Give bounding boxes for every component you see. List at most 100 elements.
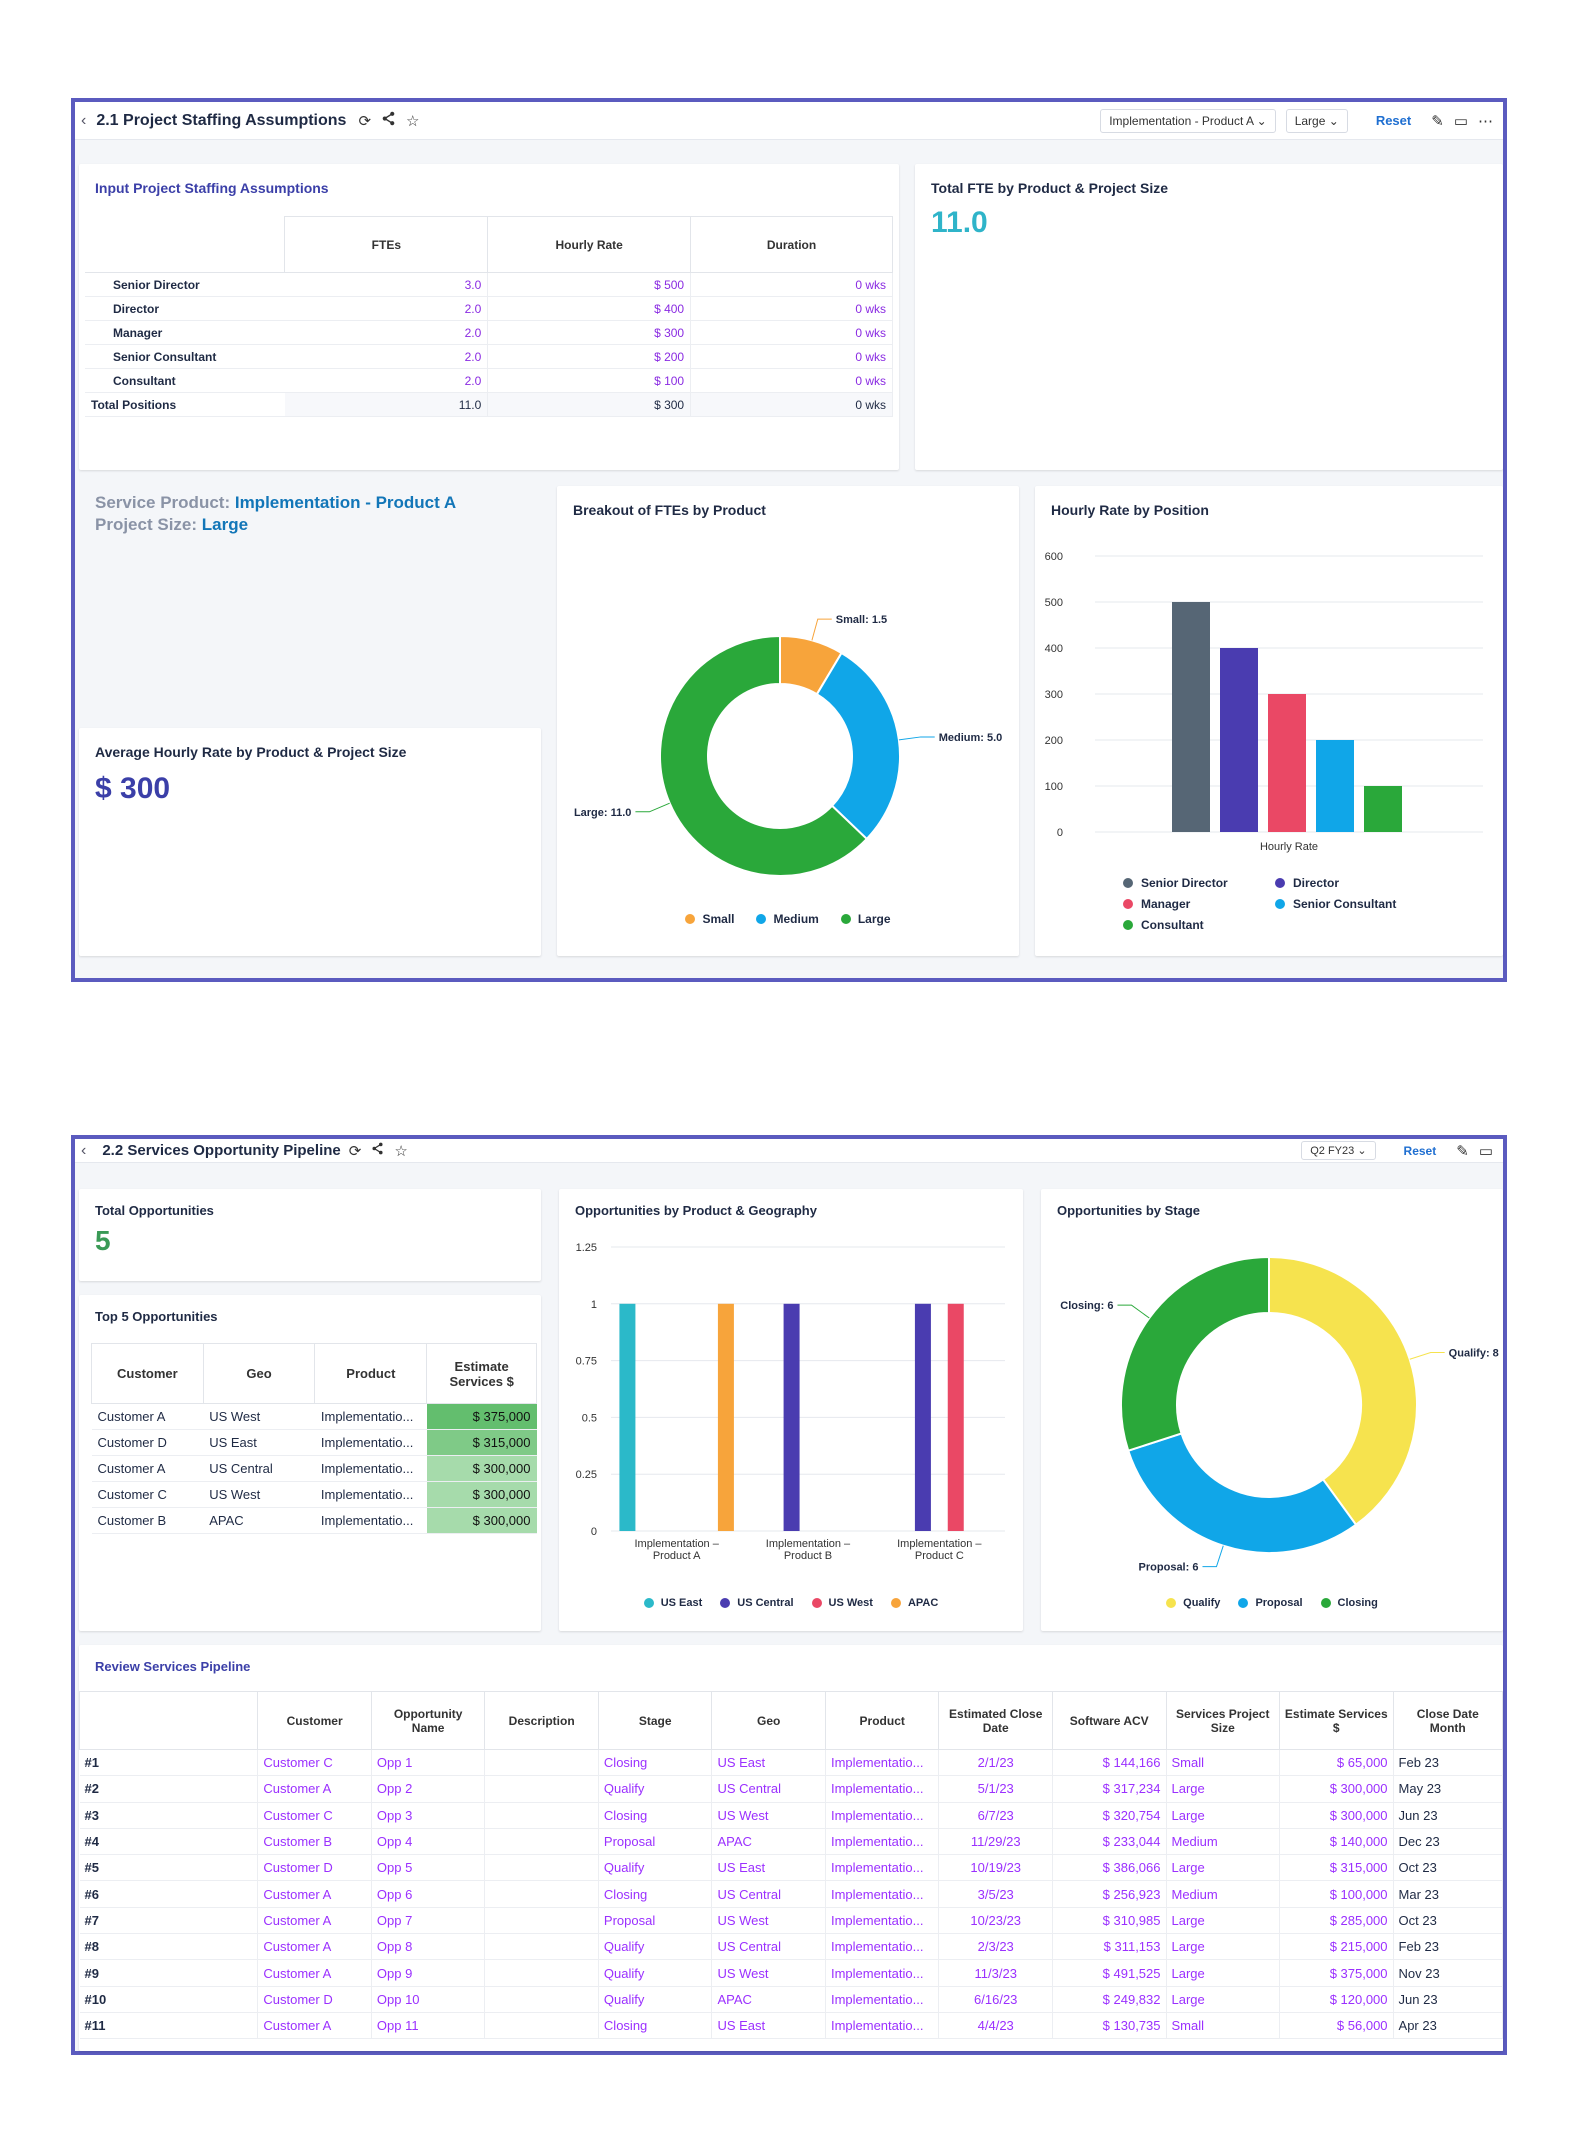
legend-item[interactable]: Closing bbox=[1320, 1597, 1378, 1609]
table-row[interactable]: #2 Customer A Opp 2 Qualify US Central Implem… bbox=[79, 1775, 1504, 1803]
product-filter-select[interactable]: Implementation - Product A ⌄ bbox=[1100, 108, 1276, 133]
bar-manager[interactable] bbox=[1268, 694, 1306, 832]
rate-cell[interactable]: $ 200 bbox=[487, 344, 692, 369]
bar-consultant[interactable] bbox=[1364, 786, 1402, 832]
table-row[interactable]: Customer B APAC Implementatio... $ 300,000 bbox=[91, 1507, 537, 1534]
table-row[interactable]: #4 Customer B Opp 4 Proposal APAC Implementat… bbox=[79, 1828, 1504, 1856]
refresh-icon[interactable]: ⟳ bbox=[358, 112, 372, 130]
pipeline-card: Review Services Pipeline Customer Opportu… bbox=[78, 1645, 1504, 2051]
legend-item[interactable]: US Central bbox=[720, 1597, 794, 1609]
project-size-cell: Medium bbox=[1166, 1880, 1281, 1908]
customer-cell: Customer A bbox=[257, 1907, 372, 1935]
duration-cell[interactable]: 0 wks bbox=[690, 272, 893, 297]
bar-us-east[interactable] bbox=[619, 1303, 636, 1531]
table-row[interactable]: Customer D US East Implementatio... $ 315,0… bbox=[91, 1429, 537, 1456]
donut-slice-proposal[interactable] bbox=[1126, 1432, 1358, 1554]
bar-us-central[interactable] bbox=[914, 1303, 931, 1531]
legend-item[interactable]: US East bbox=[643, 1597, 702, 1609]
table-row[interactable]: #5 Customer D Opp 5 Qualify US East Implement… bbox=[79, 1854, 1504, 1882]
legend-item[interactable]: Senior Consultant bbox=[1275, 897, 1445, 911]
legend-item[interactable]: Small bbox=[685, 912, 734, 926]
ftes-cell[interactable]: 2.0 bbox=[284, 296, 489, 321]
bar-senior-director[interactable] bbox=[1172, 602, 1210, 832]
legend-item[interactable]: Proposal bbox=[1238, 1597, 1303, 1609]
geo-bar-card: Opportunities by Product & Geography 0 0.… bbox=[559, 1189, 1023, 1631]
reset-button[interactable]: Reset bbox=[1403, 1143, 1437, 1158]
legend-item[interactable]: Consultant bbox=[1123, 918, 1275, 932]
rate-cell[interactable]: $ 100 bbox=[487, 368, 692, 393]
table-row[interactable]: Customer A US West Implementatio... $ 375,0… bbox=[91, 1403, 537, 1430]
legend-item[interactable]: Medium bbox=[756, 912, 819, 926]
legend-item[interactable]: Large bbox=[840, 912, 891, 926]
donut-slice-medium[interactable] bbox=[815, 651, 901, 841]
legend-item[interactable]: Qualify bbox=[1166, 1597, 1220, 1609]
comment-icon[interactable]: ▭ bbox=[1478, 1142, 1493, 1160]
table-row[interactable]: #6 Customer A Opp 6 Closing US Central Implem… bbox=[79, 1880, 1504, 1908]
legend-item[interactable]: Senior Director bbox=[1123, 876, 1275, 890]
legend-item[interactable]: Manager bbox=[1123, 897, 1275, 911]
geo-cell: US East bbox=[711, 2012, 826, 2040]
table-row[interactable]: #8 Customer A Opp 8 Qualify US Central Implem… bbox=[79, 1933, 1504, 1961]
legend-item[interactable]: US West bbox=[811, 1597, 873, 1609]
description-cell bbox=[484, 1775, 599, 1803]
quarter-filter-select[interactable]: Q2 FY23 ⌄ bbox=[1301, 1141, 1376, 1160]
share-icon[interactable] bbox=[371, 1142, 384, 1159]
legend-item[interactable]: APAC bbox=[890, 1597, 938, 1609]
pipeline-header: Close Date Month bbox=[1392, 1691, 1504, 1750]
total-fte-card: Total FTE by Product & Project Size 11.0 bbox=[915, 164, 1503, 470]
avg-rate-card: Average Hourly Rate by Product & Project… bbox=[79, 728, 541, 956]
y-tick-label: 0 bbox=[591, 1526, 597, 1538]
bar-us-west[interactable] bbox=[947, 1303, 964, 1531]
duration-cell[interactable]: 0 wks bbox=[690, 344, 893, 369]
back-icon[interactable]: ‹ bbox=[81, 111, 87, 129]
duration-cell[interactable]: 0 wks bbox=[690, 368, 893, 393]
ftes-cell[interactable]: 2.0 bbox=[284, 368, 489, 393]
rate-cell[interactable]: $ 500 bbox=[487, 272, 692, 297]
star-icon[interactable]: ☆ bbox=[406, 112, 420, 130]
table-row[interactable]: Customer A US Central Implementatio... $ 30… bbox=[91, 1455, 537, 1482]
close-month-cell: Feb 23 bbox=[1393, 1749, 1504, 1777]
edit-icon[interactable]: ✎ bbox=[1431, 112, 1444, 130]
bar-senior-consultant[interactable] bbox=[1316, 740, 1354, 832]
star-icon[interactable]: ☆ bbox=[394, 1142, 408, 1160]
rate-cell[interactable]: $ 400 bbox=[487, 296, 692, 321]
donut-slice-qualify[interactable] bbox=[1268, 1255, 1418, 1527]
back-icon[interactable]: ‹ bbox=[81, 1141, 87, 1159]
ftes-cell[interactable]: 2.0 bbox=[284, 344, 489, 369]
product-cell: Implementatio... bbox=[314, 1403, 427, 1430]
legend-label: Qualify bbox=[1183, 1597, 1221, 1609]
ftes-cell[interactable]: 3.0 bbox=[284, 272, 489, 297]
comment-icon[interactable]: ▭ bbox=[1453, 112, 1468, 130]
project-size-cell: Small bbox=[1166, 2012, 1281, 2040]
table-row[interactable]: #1 Customer C Opp 1 Closing US East Implement… bbox=[79, 1749, 1504, 1777]
bar-us-central[interactable] bbox=[783, 1303, 800, 1531]
donut-slice-large[interactable] bbox=[659, 634, 869, 877]
table-row[interactable]: #3 Customer C Opp 3 Closing US West Implement… bbox=[79, 1802, 1504, 1829]
ftes-cell[interactable]: 2.0 bbox=[284, 320, 489, 345]
size-filter-select[interactable]: Large ⌄ bbox=[1285, 108, 1348, 133]
bar-apac[interactable] bbox=[717, 1303, 734, 1531]
refresh-icon[interactable]: ⟳ bbox=[348, 1142, 362, 1160]
edit-icon[interactable]: ✎ bbox=[1456, 1142, 1469, 1160]
rate-cell[interactable]: $ 300 bbox=[487, 320, 692, 345]
description-cell bbox=[484, 1933, 599, 1961]
software-acv-cell: $ 491,525 bbox=[1052, 1959, 1167, 1987]
reset-button[interactable]: Reset bbox=[1375, 113, 1412, 128]
legend-item[interactable]: Director bbox=[1275, 876, 1445, 890]
table-row[interactable]: #11 Customer A Opp 11 Closing US East Impleme… bbox=[79, 2012, 1504, 2040]
donut-slice-closing[interactable] bbox=[1120, 1255, 1270, 1452]
duration-cell[interactable]: 0 wks bbox=[690, 296, 893, 321]
share-icon[interactable] bbox=[381, 111, 396, 130]
table-row[interactable]: #7 Customer A Opp 7 Proposal US West Implemen… bbox=[79, 1907, 1504, 1935]
rank-cell: #6 bbox=[79, 1880, 259, 1908]
table-row[interactable]: #9 Customer A Opp 9 Qualify US West Implement… bbox=[79, 1959, 1504, 1987]
close-date-cell: 6/16/23 bbox=[938, 1986, 1053, 2013]
bar-director[interactable] bbox=[1220, 648, 1258, 832]
table-row[interactable]: #10 Customer D Opp 10 Qualify APAC Implementa… bbox=[79, 1986, 1504, 2013]
table-row[interactable]: Customer C US West Implementatio... $ 300,0… bbox=[91, 1481, 537, 1508]
description-cell bbox=[484, 1749, 599, 1777]
geo-cell: US Central bbox=[711, 1775, 826, 1803]
close-month-cell: Jun 23 bbox=[1393, 1802, 1504, 1829]
duration-cell[interactable]: 0 wks bbox=[690, 320, 893, 345]
more-icon[interactable]: ⋯ bbox=[1478, 112, 1493, 130]
